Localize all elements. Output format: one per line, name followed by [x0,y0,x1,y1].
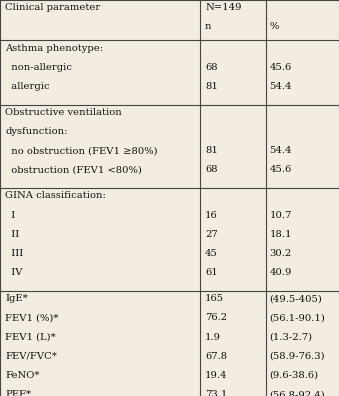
Text: 68: 68 [205,63,218,72]
Text: allergic: allergic [5,82,50,91]
Text: N=149: N=149 [205,3,242,12]
Text: n: n [205,22,212,31]
Text: PEF*: PEF* [5,390,31,396]
Text: 30.2: 30.2 [270,249,292,258]
Text: (56.8-92.4): (56.8-92.4) [270,390,325,396]
Text: FEV1 (%)*: FEV1 (%)* [5,313,59,322]
Text: 54.4: 54.4 [270,82,292,91]
Text: 45.6: 45.6 [270,166,292,175]
Text: (49.5-405): (49.5-405) [270,294,322,303]
Text: 45.6: 45.6 [270,63,292,72]
Text: 61: 61 [205,268,218,277]
Text: 27: 27 [205,230,218,239]
Text: 45: 45 [205,249,218,258]
Text: 67.8: 67.8 [205,352,227,361]
Text: 18.1: 18.1 [270,230,292,239]
Text: I: I [5,211,15,220]
Text: %: % [270,22,279,31]
Text: 54.4: 54.4 [270,146,292,155]
Text: GINA classification:: GINA classification: [5,191,106,200]
Text: FEV1 (L)*: FEV1 (L)* [5,333,56,342]
Text: (1.3-2.7): (1.3-2.7) [270,333,313,342]
Text: Asthma phenotype:: Asthma phenotype: [5,44,103,53]
Text: Clinical parameter: Clinical parameter [5,3,100,12]
Text: (58.9-76.3): (58.9-76.3) [270,352,325,361]
Text: FeNO*: FeNO* [5,371,40,380]
Text: 165: 165 [205,294,224,303]
Text: non-allergic: non-allergic [5,63,72,72]
Text: obstruction (FEV1 <80%): obstruction (FEV1 <80%) [5,166,142,175]
Text: 73.1: 73.1 [205,390,227,396]
Text: 16: 16 [205,211,218,220]
Text: 40.9: 40.9 [270,268,292,277]
Text: dysfunction:: dysfunction: [5,127,67,136]
Text: IV: IV [5,268,23,277]
Text: (56.1-90.1): (56.1-90.1) [270,313,325,322]
Text: Obstructive ventilation: Obstructive ventilation [5,108,122,117]
Text: FEV/FVC*: FEV/FVC* [5,352,57,361]
Text: 10.7: 10.7 [270,211,292,220]
Text: 68: 68 [205,166,218,175]
Text: 1.9: 1.9 [205,333,221,342]
Text: 76.2: 76.2 [205,313,227,322]
Text: 81: 81 [205,146,218,155]
Text: IgE*: IgE* [5,294,28,303]
Text: 81: 81 [205,82,218,91]
Text: III: III [5,249,23,258]
Text: II: II [5,230,19,239]
Text: no obstruction (FEV1 ≥80%): no obstruction (FEV1 ≥80%) [5,146,158,155]
Text: 19.4: 19.4 [205,371,227,380]
Text: (9.6-38.6): (9.6-38.6) [270,371,319,380]
